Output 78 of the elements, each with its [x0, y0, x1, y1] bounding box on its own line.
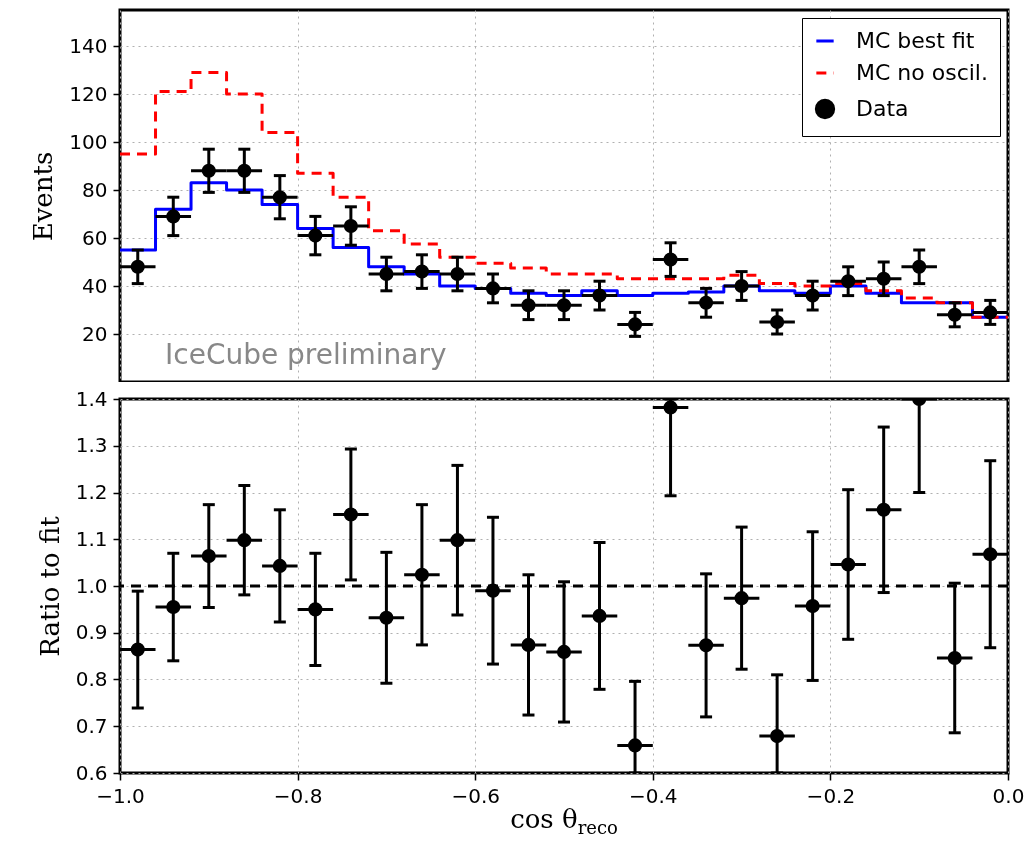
- point: [592, 608, 607, 623]
- point: [699, 295, 714, 310]
- point: [450, 533, 465, 548]
- point: [876, 502, 891, 517]
- point: [308, 228, 323, 243]
- y-tick-label: 1.1: [75, 526, 108, 551]
- x-tick-label: 0.0: [992, 783, 1025, 808]
- y-tick-label: 0.6: [75, 760, 108, 785]
- point: [805, 288, 820, 303]
- y-tick-label: 1.0: [75, 573, 108, 598]
- point: [734, 278, 749, 294]
- point: [770, 729, 785, 744]
- y-tick-label: 1.3: [75, 433, 108, 458]
- y-tick-label: 140: [69, 33, 108, 58]
- point: [841, 274, 856, 289]
- y-tick-label: 0.7: [75, 713, 108, 738]
- point: [485, 583, 501, 598]
- point: [947, 307, 962, 322]
- y-tick-label: 80: [82, 177, 108, 202]
- y-tick-label: 40: [82, 273, 108, 298]
- point: [734, 591, 749, 606]
- point: [983, 305, 998, 320]
- point: [521, 298, 536, 313]
- legend-label: Data: [856, 96, 909, 121]
- point: [556, 298, 572, 313]
- x-tick-label: −1.0: [96, 783, 145, 808]
- y-tick-label: 0.8: [75, 667, 108, 691]
- x-tick-label: −0.2: [806, 783, 856, 808]
- y-tick-label: 60: [82, 225, 108, 250]
- point: [983, 547, 998, 562]
- point: [663, 400, 678, 415]
- point: [166, 209, 181, 224]
- point: [592, 288, 607, 303]
- legend-label: MC no oscil.: [856, 60, 988, 85]
- point: [841, 557, 856, 572]
- x-tick-label: −0.4: [629, 783, 678, 808]
- point: [343, 507, 358, 522]
- point: [237, 533, 252, 548]
- y-axis-title: Ratio to fit: [34, 515, 65, 657]
- point: [627, 738, 643, 753]
- point: [450, 266, 465, 282]
- legend-label: MC best fit: [856, 28, 975, 53]
- point: [237, 163, 252, 178]
- point: [414, 264, 429, 279]
- point: [308, 602, 323, 617]
- point: [912, 259, 927, 274]
- point: [770, 314, 785, 330]
- point: [272, 558, 287, 573]
- point: [521, 637, 536, 652]
- point: [699, 638, 714, 653]
- y-tick-label: 1.4: [75, 386, 108, 411]
- x-axis-title: cos θ$_{reco}$: [510, 804, 618, 839]
- y-tick-label: 1.2: [75, 480, 108, 504]
- point: [485, 281, 501, 296]
- y-tick-label: 20: [82, 321, 108, 346]
- y-axis-title: Events: [28, 151, 59, 242]
- point: [130, 642, 145, 657]
- point: [556, 644, 572, 659]
- point: [876, 271, 891, 286]
- point: [343, 218, 358, 234]
- point: [166, 599, 181, 615]
- x-tick-label: −0.6: [451, 783, 500, 808]
- point: [272, 190, 287, 205]
- y-tick-label: 120: [69, 81, 108, 106]
- point: [379, 610, 394, 625]
- point: [201, 163, 216, 178]
- y-tick-label: 100: [69, 129, 108, 154]
- point: [805, 599, 820, 614]
- point: [201, 549, 216, 564]
- point: [947, 650, 962, 666]
- y-tick-label: 0.9: [75, 620, 108, 645]
- point: [379, 266, 394, 282]
- point: [663, 252, 678, 267]
- point: [627, 317, 643, 332]
- x-tick-label: −0.8: [273, 783, 323, 808]
- point: [414, 567, 429, 582]
- point: [130, 259, 145, 274]
- annotation: IceCube preliminary: [165, 338, 447, 371]
